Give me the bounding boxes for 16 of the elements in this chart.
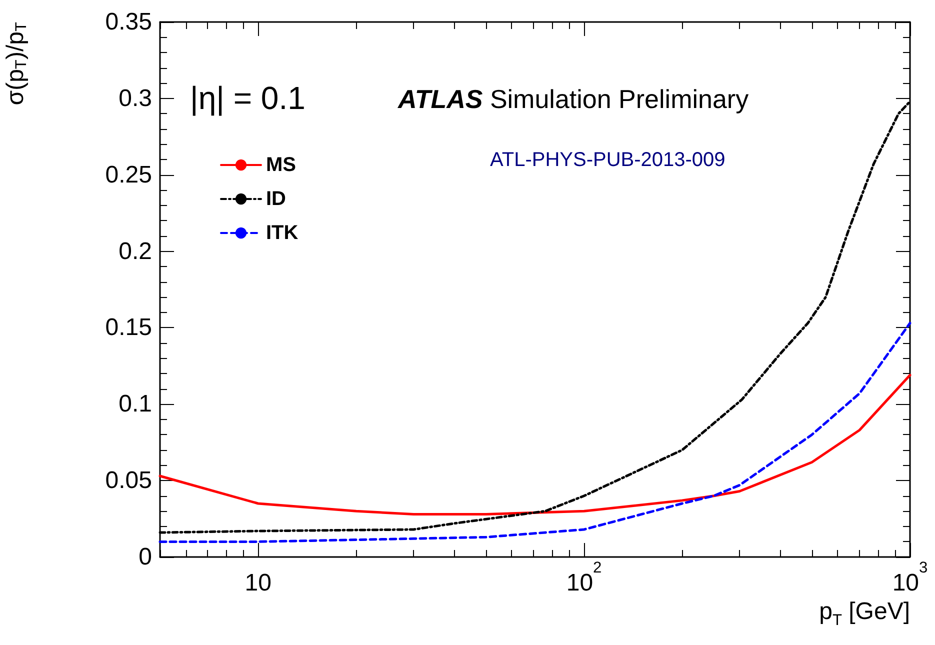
y-tick-label: 0.35 (105, 8, 152, 36)
annotation: ATL-PHYS-PUB-2013-009 (490, 149, 726, 171)
legend-label: ID (266, 188, 286, 210)
annotation: ATLAS Simulation Preliminary (397, 84, 749, 114)
y-tick-label: 0.3 (118, 84, 152, 112)
y-tick-label: 0.25 (105, 161, 152, 188)
y-tick-label: 0.2 (118, 238, 152, 265)
legend-label: MS (266, 154, 296, 176)
legend-label: ITK (266, 222, 299, 244)
annotation: |η| = 0.1 (190, 80, 306, 116)
y-tick-label: 0.15 (105, 314, 152, 342)
y-tick-label: 0.1 (118, 390, 152, 418)
y-tick-label: 0.05 (105, 467, 152, 494)
x-tick-label: 10 (244, 570, 272, 596)
y-tick-label: 0 (138, 544, 152, 570)
x-axis-title: p$_{T}$ [GeV] (819, 598, 910, 630)
